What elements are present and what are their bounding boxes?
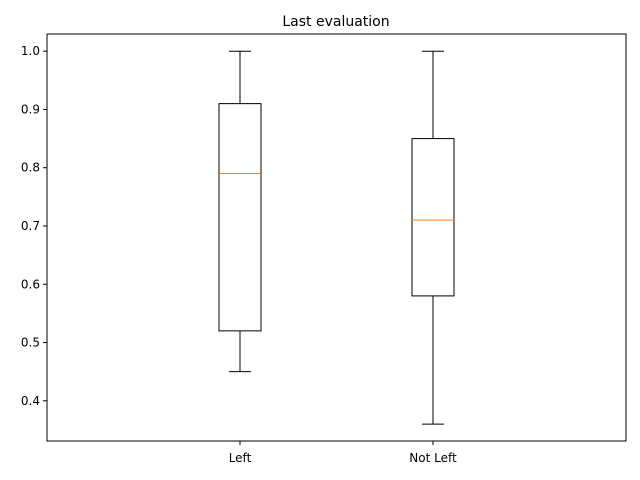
box-iqr: [411, 138, 455, 297]
plot-area: 0.4 0.5 0.6 0.7 0.8 0.9 1.0 Left Not Left: [21, 33, 627, 465]
chart-title: Last evaluation: [282, 14, 389, 30]
x-tick-label: Left: [229, 451, 252, 465]
y-tick-label: 0.9: [21, 102, 40, 116]
x-tick-label: Not Left: [409, 451, 457, 465]
y-tick-label: 0.8: [21, 161, 40, 175]
y-tick-label: 1.0: [21, 44, 40, 58]
y-tick-label: 0.7: [21, 219, 40, 233]
y-tick-label: 0.4: [21, 394, 40, 408]
y-tick-label: 0.5: [21, 336, 40, 350]
box-iqr: [218, 103, 262, 332]
axes-frame: [46, 33, 627, 442]
y-tick-label: 0.6: [21, 277, 40, 291]
